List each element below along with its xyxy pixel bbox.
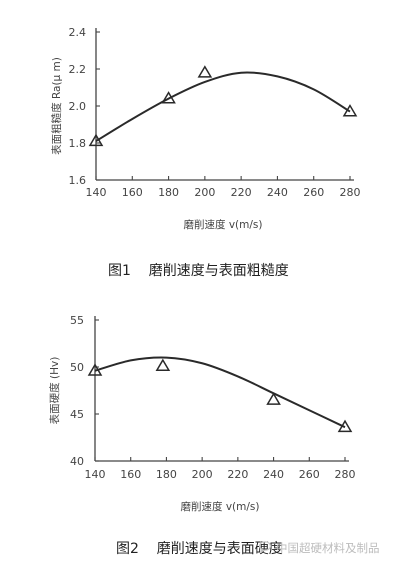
data-point-marker	[87, 363, 103, 376]
data-point-marker	[197, 65, 213, 78]
figure-2-caption: 图2 磨削速度与表面硬度	[116, 541, 283, 557]
figure-1: 1.6 1.8 2.0 2.2 2.4 140 160 180 200 220 240 260 280 磨…	[50, 26, 361, 279]
x-tick-label: 160	[120, 468, 141, 481]
y-tick-label: 1.6	[69, 174, 87, 187]
data-point-marker	[155, 358, 171, 372]
x-tick-label: 240	[267, 186, 288, 199]
y-axis-label: 表面硬度 (Hv)	[48, 357, 61, 425]
y-tick-label: 2.0	[69, 100, 87, 113]
x-tick-label: 180	[156, 468, 177, 481]
chart-2-plot: 40 45 50 55 140 160 180 200 220 240 260 280 磨削速度 v(m…	[48, 314, 356, 513]
x-tick-label: 220	[231, 186, 252, 199]
y-tick-label: 2.2	[69, 63, 87, 76]
data-point-marker	[337, 419, 353, 433]
y-tick-label: 2.4	[69, 26, 87, 39]
y-tick-label: 40	[70, 455, 84, 468]
data-point-marker	[161, 91, 176, 104]
x-tick-label: 260	[303, 186, 324, 199]
figure-2: 40 45 50 55 140 160 180 200 220 240 260 280 磨削速度 v(m…	[0, 290, 418, 572]
x-tick-label: 280	[340, 186, 361, 199]
x-tick-label: 200	[192, 468, 213, 481]
y-axis-label: 表面粗糙度 Ra(μ m)	[50, 57, 63, 155]
x-tick-label: 240	[263, 468, 284, 481]
data-point-marker	[342, 104, 358, 117]
data-point-marker	[88, 133, 104, 147]
x-tick-label: 220	[227, 468, 248, 481]
x-tick-label: 140	[86, 186, 107, 199]
x-axis-label: 磨削速度 v(m/s)	[184, 218, 263, 231]
chat-bubble-icon	[259, 541, 272, 553]
y-tick-label: 50	[70, 361, 84, 374]
watermark-text: 中国超硬材料及制品	[276, 541, 380, 555]
x-tick-label: 260	[299, 468, 320, 481]
x-tick-label: 200	[194, 186, 215, 199]
chart-1-plot: 1.6 1.8 2.0 2.2 2.4 140 160 180 200 220 240 260 280 磨…	[50, 26, 361, 231]
y-tick-label: 55	[70, 314, 84, 327]
y-tick-label: 45	[70, 408, 84, 421]
fit-curve	[95, 71, 351, 143]
x-tick-label: 140	[85, 468, 106, 481]
x-tick-label: 180	[158, 186, 179, 199]
x-tick-label: 160	[122, 186, 143, 199]
figure-1-caption: 图1 磨削速度与表面粗糙度	[108, 263, 289, 279]
x-tick-label: 280	[335, 468, 356, 481]
fit-curve	[94, 356, 346, 429]
y-tick-label: 1.8	[69, 137, 87, 150]
data-point-marker	[266, 392, 281, 405]
x-axis-label: 磨削速度 v(m/s)	[181, 500, 260, 513]
